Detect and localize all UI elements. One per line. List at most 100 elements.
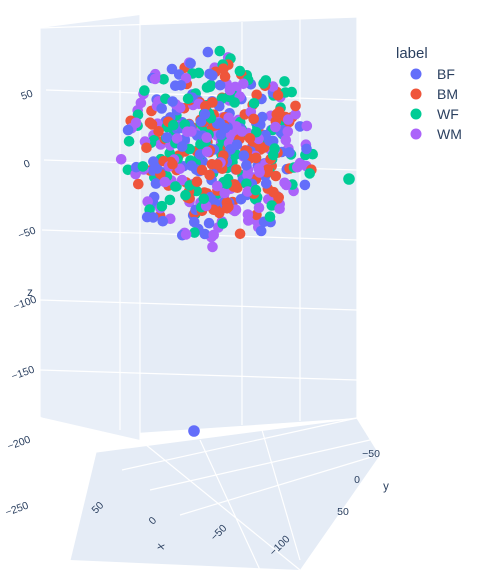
data-point xyxy=(257,111,268,123)
left-wall-plane xyxy=(40,15,140,440)
grid-line xyxy=(39,299,358,311)
z-tick-label: 0 xyxy=(22,157,32,170)
grid-line xyxy=(41,229,358,241)
data-point xyxy=(253,202,265,214)
legend-marker-wm xyxy=(410,128,422,140)
outlier-point-wf xyxy=(343,173,355,185)
data-point xyxy=(212,180,223,192)
data-point xyxy=(269,143,280,154)
tick-labels: 500−50−100−150−200−250 500−50−100−50050zx… xyxy=(4,87,389,558)
data-point xyxy=(189,227,200,238)
data-point xyxy=(150,178,162,189)
data-point xyxy=(182,93,194,104)
data-point xyxy=(153,126,164,137)
data-point xyxy=(260,178,272,189)
data-point xyxy=(148,156,159,167)
data-point xyxy=(198,193,210,205)
legend-title: label xyxy=(396,45,428,62)
data-point xyxy=(122,164,134,176)
data-point xyxy=(250,184,262,196)
data-point xyxy=(133,178,144,190)
grid-line xyxy=(45,89,358,101)
data-point xyxy=(290,109,301,120)
data-point xyxy=(132,109,144,120)
legend-marker-bf xyxy=(410,68,422,80)
data-point xyxy=(284,147,295,158)
legend-item-bm[interactable]: BM xyxy=(410,86,459,102)
data-point xyxy=(301,120,313,132)
grid-line xyxy=(39,369,358,381)
data-point xyxy=(221,203,233,214)
legend-item-bf[interactable]: BF xyxy=(410,66,455,82)
grid-line xyxy=(39,416,97,453)
y-axis-label: y xyxy=(383,481,389,493)
z-tick-label: 50 xyxy=(19,87,34,102)
data-point xyxy=(147,212,159,223)
data-point xyxy=(185,58,196,69)
data-point xyxy=(234,65,246,77)
data-point xyxy=(241,160,252,171)
data-point xyxy=(270,170,282,182)
data-point xyxy=(207,241,218,253)
grid-line xyxy=(356,417,381,456)
data-point xyxy=(244,133,256,144)
data-point xyxy=(199,108,211,120)
legend-label-wm: WM xyxy=(437,126,462,142)
data-point xyxy=(229,97,240,108)
data-point xyxy=(135,97,147,109)
data-point xyxy=(142,196,153,207)
data-point xyxy=(299,179,311,191)
legend-item-wm[interactable]: WM xyxy=(410,126,462,142)
data-point xyxy=(141,142,152,154)
data-point xyxy=(158,74,169,85)
legend-label-wf: WF xyxy=(437,106,459,122)
data-point xyxy=(242,186,253,197)
data-point xyxy=(219,187,230,199)
data-point xyxy=(274,203,285,215)
data-point xyxy=(238,78,249,90)
data-point xyxy=(191,176,203,187)
legend-marker-bm xyxy=(410,88,422,100)
z-tick-label: −50 xyxy=(17,224,38,241)
data-point xyxy=(159,176,171,188)
x-axis-label: x xyxy=(155,542,168,550)
data-point xyxy=(251,89,262,101)
legend[interactable]: label BF BM WF WM xyxy=(396,45,462,142)
data-point xyxy=(279,76,290,87)
data-point xyxy=(290,100,301,112)
legend-label-bf: BF xyxy=(437,66,455,82)
data-point xyxy=(157,215,169,227)
data-point xyxy=(304,168,316,179)
data-point xyxy=(221,178,232,190)
data-point xyxy=(219,71,231,82)
data-point xyxy=(279,177,290,189)
data-point xyxy=(199,228,211,240)
z-tick-label: −100 xyxy=(12,293,38,312)
data-point xyxy=(170,181,181,192)
data-point xyxy=(235,194,247,205)
data-point xyxy=(280,134,292,146)
data-point xyxy=(203,217,215,229)
data-point xyxy=(272,90,284,101)
data-point xyxy=(224,84,236,96)
legend-item-wf[interactable]: WF xyxy=(410,106,459,122)
z-tick-label: −200 xyxy=(6,433,32,452)
legend-label-bm: BM xyxy=(437,86,458,102)
data-point xyxy=(248,113,259,125)
data-point xyxy=(214,79,226,91)
legend-marker-wf xyxy=(410,108,422,120)
data-point xyxy=(180,229,192,240)
grid-line xyxy=(69,451,97,561)
data-points xyxy=(115,45,319,253)
z-tick-label: −250 xyxy=(4,499,30,518)
data-point xyxy=(146,119,158,130)
data-point xyxy=(248,98,260,109)
grid-line xyxy=(95,417,358,453)
data-point xyxy=(130,117,142,129)
data-point xyxy=(123,136,135,147)
data-point xyxy=(167,96,178,107)
data-point xyxy=(238,150,250,161)
y-tick-label: 50 xyxy=(337,506,349,518)
data-point xyxy=(182,126,193,137)
